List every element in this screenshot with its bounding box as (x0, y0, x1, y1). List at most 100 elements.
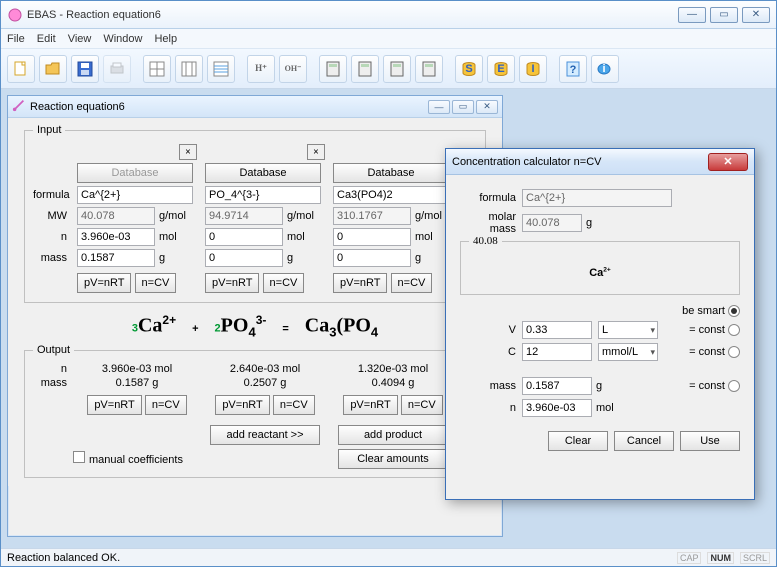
dlg-n-input[interactable] (522, 399, 592, 417)
dlg-n-label: n (460, 402, 522, 414)
out-n-1: 3.960e-03 mol (73, 363, 201, 375)
formula-input-1[interactable] (77, 186, 193, 204)
pvnrt-button-in-1[interactable]: pV=nRT (77, 273, 131, 293)
dlg-c-unit-select[interactable]: mmol/L (598, 343, 658, 361)
mw-label: MW (33, 210, 73, 222)
maximize-button[interactable]: ▭ (710, 7, 738, 23)
dlg-v-input[interactable] (522, 321, 592, 339)
remove-col-1-button[interactable]: × (179, 144, 197, 160)
child-maximize-button[interactable]: ▭ (452, 100, 474, 114)
svg-text:S: S (465, 63, 472, 75)
dlg-v-label: V (460, 324, 522, 336)
remove-col-2-button[interactable]: × (307, 144, 325, 160)
out-mass-2: 0.2507 g (201, 377, 329, 389)
add-reactant-button[interactable]: add reactant >> (210, 425, 320, 445)
status-message: Reaction balanced OK. (7, 552, 120, 564)
child-minimize-button[interactable]: — (428, 100, 450, 114)
ncv-button-out-1[interactable]: n=CV (145, 395, 187, 415)
dlg-formula-input (522, 189, 672, 207)
print-icon[interactable] (103, 55, 131, 83)
menu-window[interactable]: Window (103, 33, 142, 45)
manual-coef-checkbox[interactable] (73, 451, 85, 463)
pvnrt-button-in-3[interactable]: pV=nRT (333, 273, 387, 293)
hplus-icon[interactable]: H⁺ (247, 55, 275, 83)
mass-const-radio[interactable] (728, 380, 740, 392)
minimize-button[interactable]: — (678, 7, 706, 23)
database-button-3[interactable]: Database (333, 163, 449, 183)
info-icon[interactable]: i (591, 55, 619, 83)
child-close-button[interactable]: ✕ (476, 100, 498, 114)
formula-input-3[interactable] (333, 186, 449, 204)
open-icon[interactable] (39, 55, 67, 83)
ncv-button-in-2[interactable]: n=CV (263, 273, 305, 293)
app-icon (7, 7, 23, 23)
dlg-use-button[interactable]: Use (680, 431, 740, 451)
child-titlebar: Reaction equation6 — ▭ ✕ (8, 96, 502, 118)
calc4-icon[interactable] (415, 55, 443, 83)
list-icon[interactable] (207, 55, 235, 83)
main-titlebar: EBAS - Reaction equation6 — ▭ ✕ (1, 1, 776, 29)
calc3-icon[interactable] (383, 55, 411, 83)
n-input-3[interactable] (333, 228, 411, 246)
statusbar: Reaction balanced OK. CAP NUM SCRL (1, 548, 776, 566)
new-icon[interactable] (7, 55, 35, 83)
close-button[interactable]: ✕ (742, 7, 770, 23)
v-const-radio[interactable] (728, 324, 740, 336)
dlg-formula-display: 40.08 Ca2+ (460, 241, 740, 295)
help-icon[interactable]: ? (559, 55, 587, 83)
n-input-2[interactable] (205, 228, 283, 246)
mass-input-2[interactable] (205, 249, 283, 267)
db-i-icon[interactable]: I (519, 55, 547, 83)
db-e-icon[interactable]: E (487, 55, 515, 83)
dlg-clear-button[interactable]: Clear (548, 431, 608, 451)
input-fieldset: Input × × Database Database Database for… (24, 130, 486, 303)
menu-file[interactable]: File (7, 33, 25, 45)
be-smart-radio[interactable] (728, 305, 740, 317)
dlg-mass-label: mass (460, 380, 522, 392)
dlg-mass-input[interactable] (522, 377, 592, 395)
menu-help[interactable]: Help (154, 33, 177, 45)
database-button-2[interactable]: Database (205, 163, 321, 183)
ncv-button-out-2[interactable]: n=CV (273, 395, 315, 415)
dlg-cancel-button[interactable]: Cancel (614, 431, 674, 451)
formula-input-2[interactable] (205, 186, 321, 204)
ncv-button-in-3[interactable]: n=CV (391, 273, 433, 293)
mw-input-2 (205, 207, 283, 225)
calc2-icon[interactable] (351, 55, 379, 83)
grid1-icon[interactable] (143, 55, 171, 83)
ncv-button-out-3[interactable]: n=CV (401, 395, 443, 415)
formula-label: formula (33, 189, 73, 201)
svg-text:?: ? (570, 64, 577, 76)
n-input-1[interactable] (77, 228, 155, 246)
dialog-title: Concentration calculator n=CV (452, 156, 708, 168)
out-n-3: 1.320e-03 mol (329, 363, 457, 375)
dialog-close-button[interactable]: ✕ (708, 153, 748, 171)
pvnrt-button-in-2[interactable]: pV=nRT (205, 273, 259, 293)
mass-label: mass (33, 252, 73, 264)
menubar: File Edit View Window Help (1, 29, 776, 49)
out-mass-3: 0.4094 g (329, 377, 457, 389)
child-window: Reaction equation6 — ▭ ✕ Input × × Datab (7, 95, 503, 537)
menu-view[interactable]: View (68, 33, 92, 45)
menu-edit[interactable]: Edit (37, 33, 56, 45)
svg-text:E: E (497, 63, 504, 75)
ncv-button-in-1[interactable]: n=CV (135, 273, 177, 293)
db-s-icon[interactable]: S (455, 55, 483, 83)
mass-input-1[interactable] (77, 249, 155, 267)
dlg-v-unit-select[interactable]: L (598, 321, 658, 339)
mass-input-3[interactable] (333, 249, 411, 267)
c-const-radio[interactable] (728, 346, 740, 358)
ohminus-icon[interactable]: OH⁻ (279, 55, 307, 83)
grid2-icon[interactable] (175, 55, 203, 83)
out-mass-1: 0.1587 g (73, 377, 201, 389)
dialog-titlebar: Concentration calculator n=CV ✕ (446, 149, 754, 175)
pvnrt-button-out-1[interactable]: pV=nRT (87, 395, 141, 415)
clear-amounts-button[interactable]: Clear amounts (338, 449, 448, 469)
pvnrt-button-out-3[interactable]: pV=nRT (343, 395, 397, 415)
child-title: Reaction equation6 (30, 101, 428, 113)
calc1-icon[interactable] (319, 55, 347, 83)
add-product-button[interactable]: add product (338, 425, 448, 445)
save-icon[interactable] (71, 55, 99, 83)
pvnrt-button-out-2[interactable]: pV=nRT (215, 395, 269, 415)
dlg-c-input[interactable] (522, 343, 592, 361)
